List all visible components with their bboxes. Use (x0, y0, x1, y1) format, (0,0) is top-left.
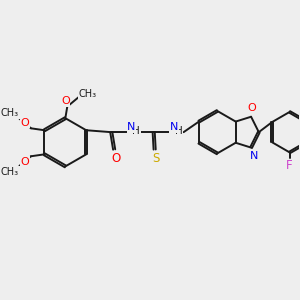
Text: O: O (21, 118, 30, 128)
Text: N: N (250, 151, 258, 161)
Text: O: O (248, 103, 256, 113)
Text: H: H (175, 126, 183, 136)
Text: CH₃: CH₃ (1, 167, 19, 177)
Text: H: H (133, 126, 140, 136)
Text: N: N (170, 122, 178, 132)
Text: O: O (61, 96, 70, 106)
Text: O: O (21, 157, 30, 167)
Text: CH₃: CH₃ (78, 89, 97, 99)
Text: CH₃: CH₃ (1, 108, 19, 118)
Text: O: O (112, 152, 121, 165)
Text: N: N (127, 122, 136, 132)
Text: F: F (286, 159, 293, 172)
Text: S: S (152, 152, 159, 165)
